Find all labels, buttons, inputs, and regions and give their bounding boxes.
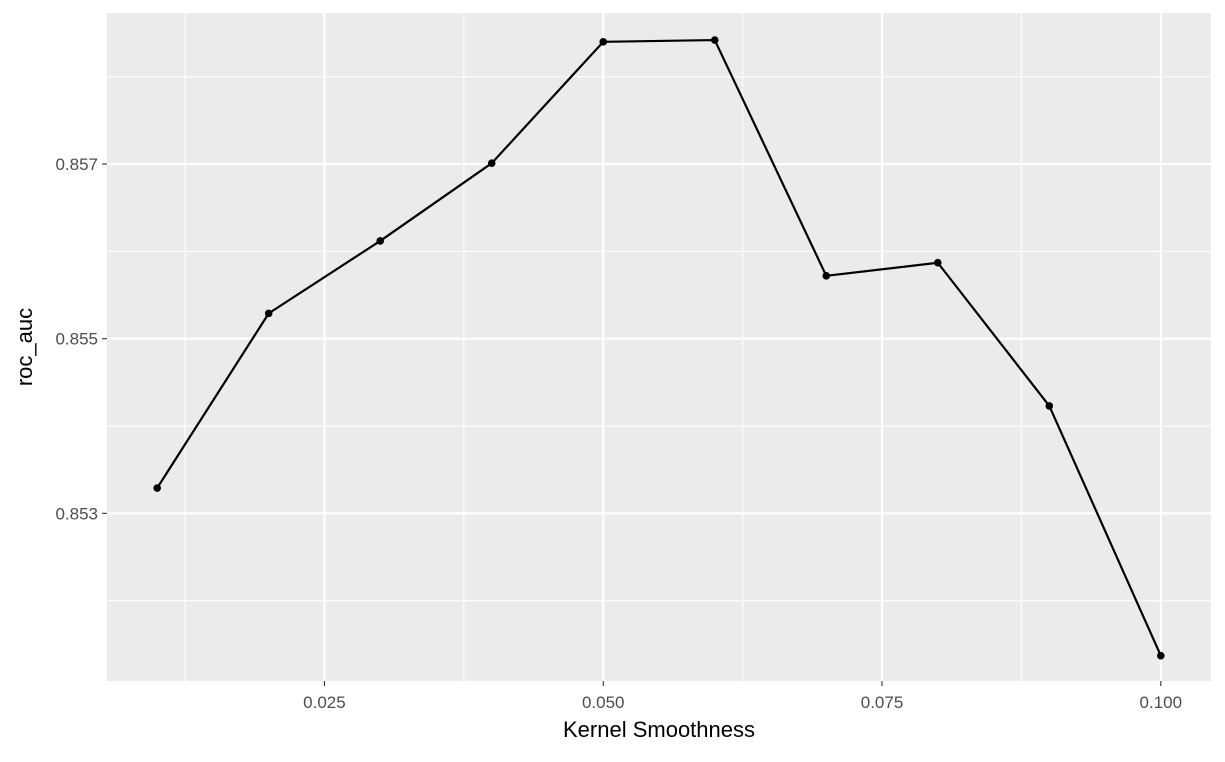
x-tick-labels: 0.025 0.050 0.075 0.100	[303, 693, 1182, 712]
data-point-3	[487, 159, 496, 167]
x-axis-title: Kernel Smoothness	[563, 717, 755, 742]
data-point-5	[710, 36, 719, 44]
data-point-4	[599, 38, 608, 46]
data-point-1	[264, 309, 273, 318]
x-tick-label-0: 0.025	[303, 693, 346, 712]
x-tick-label-2: 0.075	[861, 693, 904, 712]
data-point-0	[153, 484, 161, 492]
x-tick-label-1: 0.050	[582, 693, 625, 712]
data-point-2	[376, 237, 385, 245]
data-point-8	[1045, 402, 1054, 410]
y-tick-label-1: 0.855	[55, 330, 98, 349]
y-tick-label-0: 0.853	[55, 504, 98, 523]
data-point-7	[933, 258, 942, 267]
data-point-9	[1157, 651, 1165, 660]
minor-gridlines	[107, 13, 1211, 681]
plot-panel	[107, 13, 1211, 681]
series-line-0	[156, 38, 1162, 657]
series-layer	[156, 38, 1162, 657]
axis-ticks	[102, 163, 1162, 686]
y-axis-title: roc_auc	[12, 308, 37, 386]
major-gridlines	[107, 13, 1211, 681]
x-tick-label-3: 0.100	[1140, 693, 1183, 712]
y-tick-label-2: 0.857	[55, 155, 98, 174]
y-tick-labels: 0.853 0.855 0.857	[55, 155, 98, 523]
data-point-6	[822, 272, 831, 280]
points-layer	[153, 36, 1165, 660]
